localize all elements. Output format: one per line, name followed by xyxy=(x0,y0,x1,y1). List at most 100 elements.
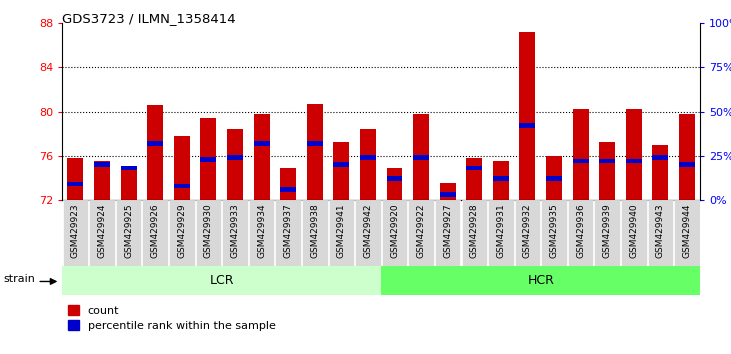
Text: GSM429936: GSM429936 xyxy=(576,203,585,258)
FancyBboxPatch shape xyxy=(355,200,381,266)
Bar xyxy=(94,162,110,167)
Bar xyxy=(121,166,137,171)
Bar xyxy=(520,123,535,128)
Bar xyxy=(174,183,190,188)
Text: GSM429920: GSM429920 xyxy=(390,203,399,258)
Bar xyxy=(227,129,243,200)
FancyBboxPatch shape xyxy=(621,200,647,266)
Bar xyxy=(572,109,588,200)
Bar xyxy=(679,162,695,167)
Bar xyxy=(626,159,642,164)
FancyBboxPatch shape xyxy=(594,200,620,266)
Bar xyxy=(280,187,296,192)
Bar xyxy=(679,114,695,200)
Bar xyxy=(466,158,482,200)
FancyBboxPatch shape xyxy=(648,200,673,266)
Bar xyxy=(254,114,270,200)
Text: GSM429934: GSM429934 xyxy=(257,203,266,258)
Bar xyxy=(147,141,163,146)
Text: GSM429925: GSM429925 xyxy=(124,203,133,258)
Bar xyxy=(626,109,642,200)
Bar xyxy=(520,32,535,200)
Text: strain: strain xyxy=(3,274,35,284)
Text: LCR: LCR xyxy=(209,274,234,286)
Bar xyxy=(493,176,509,181)
Bar xyxy=(413,155,429,160)
Text: GSM429928: GSM429928 xyxy=(470,203,479,258)
Bar xyxy=(147,105,163,200)
FancyBboxPatch shape xyxy=(409,200,434,266)
Text: GSM429943: GSM429943 xyxy=(656,203,665,258)
Bar xyxy=(360,155,376,160)
Bar xyxy=(387,176,403,181)
FancyBboxPatch shape xyxy=(222,200,248,266)
FancyBboxPatch shape xyxy=(674,200,700,266)
FancyBboxPatch shape xyxy=(169,200,194,266)
Text: GSM429931: GSM429931 xyxy=(496,203,505,258)
Text: GSM429924: GSM429924 xyxy=(97,203,107,258)
Bar xyxy=(360,129,376,200)
Bar xyxy=(67,182,83,187)
Text: GSM429944: GSM429944 xyxy=(683,203,692,258)
Bar xyxy=(333,162,349,167)
FancyBboxPatch shape xyxy=(461,200,487,266)
Bar xyxy=(200,118,216,200)
Bar xyxy=(440,183,455,200)
Bar xyxy=(121,168,137,200)
Text: GSM429929: GSM429929 xyxy=(178,203,186,258)
FancyBboxPatch shape xyxy=(488,200,514,266)
FancyBboxPatch shape xyxy=(89,200,115,266)
Text: GSM429926: GSM429926 xyxy=(151,203,159,258)
Text: HCR: HCR xyxy=(527,274,554,286)
Bar xyxy=(599,159,616,164)
Bar xyxy=(307,104,322,200)
FancyBboxPatch shape xyxy=(328,200,354,266)
FancyBboxPatch shape xyxy=(63,200,88,266)
Bar xyxy=(572,159,588,164)
Bar xyxy=(599,142,616,200)
Text: GSM429933: GSM429933 xyxy=(230,203,240,258)
Legend: count, percentile rank within the sample: count, percentile rank within the sample xyxy=(68,306,276,331)
Bar xyxy=(546,156,562,200)
FancyBboxPatch shape xyxy=(541,200,567,266)
FancyBboxPatch shape xyxy=(382,266,713,295)
Text: GSM429939: GSM429939 xyxy=(603,203,612,258)
Text: GSM429923: GSM429923 xyxy=(71,203,80,258)
Text: GSM429942: GSM429942 xyxy=(363,203,372,258)
Text: GSM429938: GSM429938 xyxy=(310,203,319,258)
FancyBboxPatch shape xyxy=(302,200,327,266)
Text: GSM429922: GSM429922 xyxy=(417,203,425,258)
Text: GSM429932: GSM429932 xyxy=(523,203,532,258)
Bar xyxy=(227,155,243,160)
Bar xyxy=(200,157,216,162)
Text: GSM429927: GSM429927 xyxy=(443,203,452,258)
Bar xyxy=(254,141,270,146)
FancyBboxPatch shape xyxy=(435,200,461,266)
Bar xyxy=(387,168,403,200)
Bar xyxy=(466,166,482,171)
Bar xyxy=(440,192,455,197)
Bar xyxy=(94,161,110,200)
Text: GSM429930: GSM429930 xyxy=(204,203,213,258)
FancyBboxPatch shape xyxy=(196,200,221,266)
FancyBboxPatch shape xyxy=(143,200,168,266)
FancyBboxPatch shape xyxy=(382,200,407,266)
FancyBboxPatch shape xyxy=(568,200,594,266)
Text: GSM429940: GSM429940 xyxy=(629,203,638,258)
Bar xyxy=(653,155,668,160)
Text: GSM429941: GSM429941 xyxy=(337,203,346,258)
Text: GSM429937: GSM429937 xyxy=(284,203,292,258)
Text: GDS3723 / ILMN_1358414: GDS3723 / ILMN_1358414 xyxy=(62,12,236,25)
FancyBboxPatch shape xyxy=(115,200,141,266)
FancyBboxPatch shape xyxy=(276,200,301,266)
FancyBboxPatch shape xyxy=(249,200,274,266)
Bar xyxy=(333,142,349,200)
Text: GSM429935: GSM429935 xyxy=(550,203,558,258)
Bar xyxy=(174,136,190,200)
Bar xyxy=(307,141,322,146)
Bar xyxy=(280,168,296,200)
FancyBboxPatch shape xyxy=(62,266,382,295)
Bar xyxy=(653,145,668,200)
Bar xyxy=(413,114,429,200)
Bar xyxy=(67,158,83,200)
